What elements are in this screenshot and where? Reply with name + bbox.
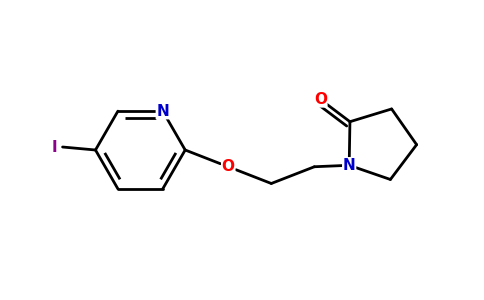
Text: O: O — [222, 159, 235, 174]
Text: N: N — [343, 158, 356, 173]
Text: O: O — [314, 92, 327, 107]
Text: I: I — [52, 140, 58, 154]
Text: N: N — [156, 104, 169, 119]
